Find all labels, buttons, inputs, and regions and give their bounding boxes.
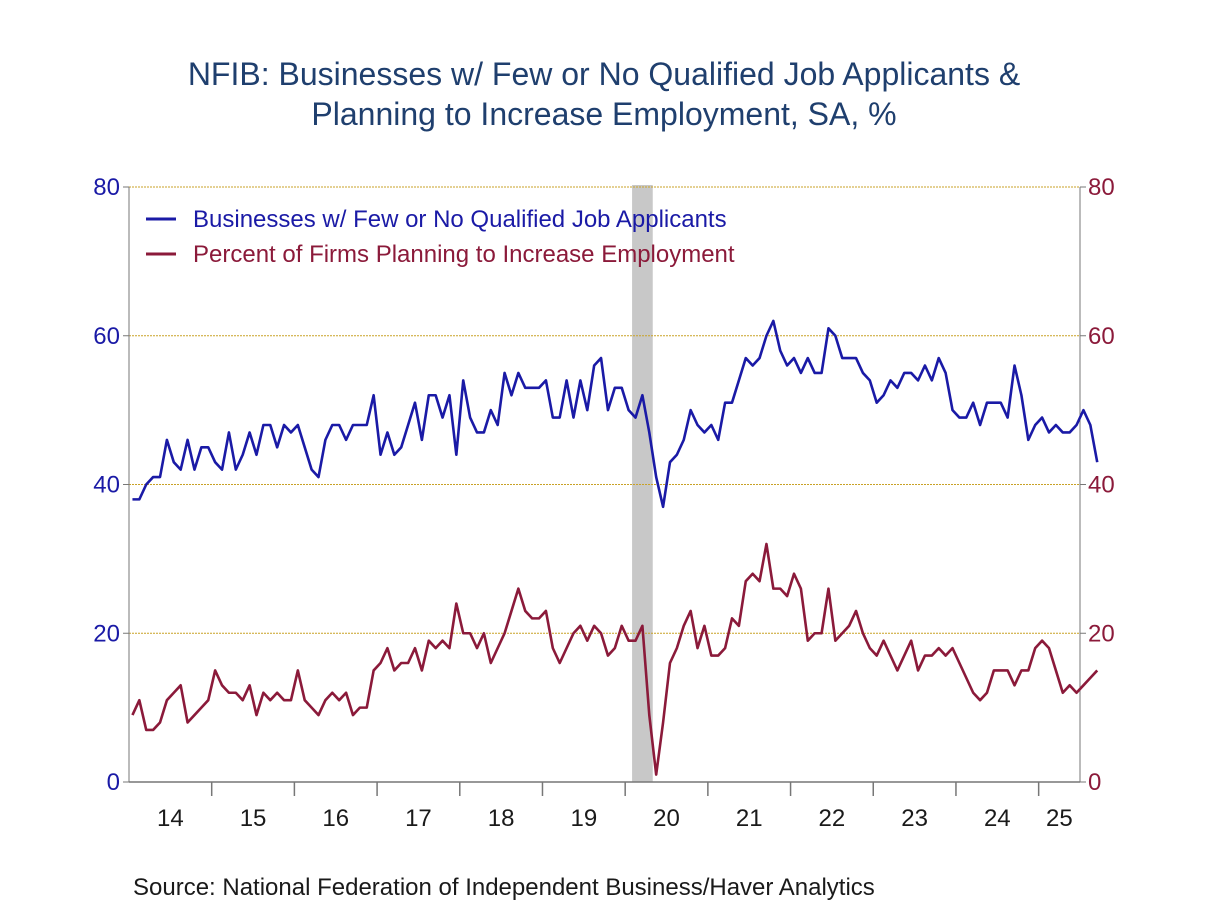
y-tick-label-right: 60 — [1088, 323, 1115, 350]
chart-title-line-2: Planning to Increase Employment, SA, % — [311, 96, 896, 132]
series-line-applicants — [132, 319, 1099, 509]
y-tick-label-left: 40 — [93, 472, 120, 499]
axes — [123, 186, 1086, 783]
x-tick-label: 14 — [157, 805, 184, 832]
x-tick-label: 21 — [736, 805, 763, 832]
source-note: Source: National Federation of Independe… — [133, 874, 875, 901]
x-tick-label: 17 — [405, 805, 432, 832]
x-tick-label: 19 — [570, 805, 597, 832]
x-tick-label: 15 — [240, 805, 267, 832]
legend-label-hiring-plans: Percent of Firms Planning to Increase Em… — [193, 241, 735, 268]
recession-shading — [632, 185, 653, 782]
y-tick-label-left: 60 — [93, 323, 120, 350]
series-line-hiring-plans — [131, 542, 1099, 776]
y-tick-label-left: 20 — [93, 620, 120, 647]
legend: Businesses w/ Few or No Qualified Job Ap… — [146, 206, 735, 268]
series-lines — [131, 319, 1099, 776]
x-tick-label: 23 — [901, 805, 928, 832]
x-tick-label: 25 — [1046, 805, 1073, 832]
y-tick-label-left: 80 — [93, 174, 120, 201]
x-tick-label: 24 — [984, 805, 1011, 832]
y-tick-label-right: 40 — [1088, 472, 1115, 499]
x-tick-label: 16 — [322, 805, 349, 832]
gridlines — [129, 186, 1080, 634]
x-tick-label: 22 — [819, 805, 846, 832]
y-tick-label-left: 0 — [107, 769, 120, 796]
chart-title-line-1: NFIB: Businesses w/ Few or No Qualified … — [188, 56, 1020, 92]
x-tick-label: 20 — [653, 805, 680, 832]
y-tick-label-right: 20 — [1088, 620, 1115, 647]
y-tick-label-right: 0 — [1088, 769, 1101, 796]
x-axis: 14 15 16 17 18 19 20 21 22 23 24 25 — [157, 782, 1073, 832]
x-tick-label: 18 — [488, 805, 515, 832]
y-tick-labels: 0 0 20 20 40 40 60 60 80 80 — [93, 174, 1114, 796]
y-tick-label-right: 80 — [1088, 174, 1115, 201]
legend-label-applicants: Businesses w/ Few or No Qualified Job Ap… — [193, 206, 727, 233]
